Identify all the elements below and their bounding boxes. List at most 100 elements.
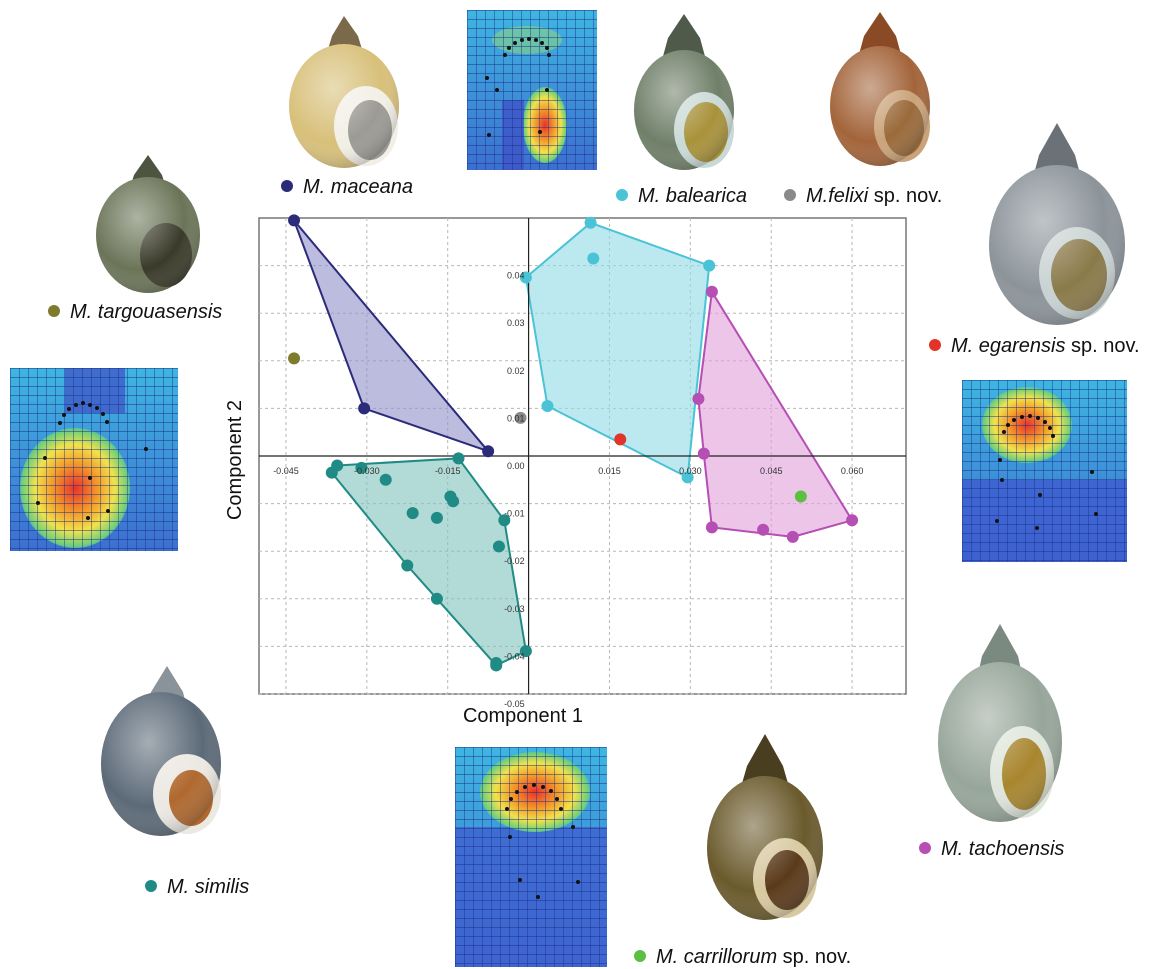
scatter-plot: -0.045 -0.030 -0.015 0.015 0.030 0.045 0.060 0.… [258, 214, 907, 709]
convex-hulls [293, 219, 854, 667]
data-point-7-12 [430, 592, 443, 605]
x-tick-label-6: 0.060 [841, 466, 864, 476]
shell-photo-similis [101, 666, 221, 836]
shell-photo-balearica [634, 14, 734, 170]
y-tick-label-0: 0.04 [507, 271, 525, 281]
y-tick-label-6: -0.02 [504, 556, 525, 566]
x-tick-label-4: 0.030 [679, 466, 702, 476]
legend-marker-maceana [281, 180, 293, 192]
legend-marker-balearica [616, 189, 628, 201]
x-tick-label-5: 0.045 [760, 466, 783, 476]
legend-marker-felixi [784, 189, 796, 201]
tick-labels: -0.045 -0.030 -0.015 0.015 0.030 0.045 0.060 0.… [273, 271, 863, 709]
legend-species-felixi: M.felixi [806, 185, 869, 207]
data-point-5-0 [705, 285, 718, 298]
data-point-5-5 [786, 530, 799, 543]
data-point-3-4 [541, 400, 554, 413]
x-tick-label-1: -0.030 [354, 466, 380, 476]
legend-label-maceana: M. maceana [303, 176, 413, 198]
y-tick-label-5: -0.01 [504, 509, 525, 519]
legend-species-tachoensis: M. tachoensis [941, 838, 1064, 860]
data-point-7-1 [331, 459, 344, 472]
y-axis-label: Component 2 [224, 400, 246, 520]
data-point-1-0 [288, 352, 301, 365]
y-tick-label-7: -0.03 [504, 604, 525, 614]
data-point-3-3 [703, 259, 716, 272]
data-point-7-15 [519, 645, 532, 658]
deformation-grid-bottom [455, 747, 607, 967]
data-point-3-2 [519, 271, 532, 284]
data-point-3-1 [587, 252, 600, 265]
shell-photo-tachoensis [938, 624, 1062, 822]
deformation-grid-top [467, 10, 597, 170]
data-point-3-0 [584, 216, 597, 229]
legend-marker-egarensis [929, 339, 941, 351]
data-point-7-9 [498, 514, 511, 527]
shell-photo-carrillorum [707, 734, 823, 920]
shell-photo-maceana [289, 16, 399, 168]
legend-label-felixi: M.felixi sp. nov. [806, 185, 942, 207]
data-point-3-5 [681, 471, 694, 484]
x-tick-label-0: -0.045 [273, 466, 299, 476]
legend: M. maceana M. balearica M.felixi sp. nov.M… [48, 176, 1140, 968]
data-point-5-3 [705, 521, 718, 534]
deformation-grid-left [10, 368, 178, 551]
y-tick-label-1: 0.03 [507, 318, 525, 328]
data-point-2-0 [514, 411, 527, 424]
data-point-7-2 [355, 461, 368, 474]
legend-suffix-egarensis: sp. nov. [1066, 335, 1140, 357]
hull-3 [524, 221, 711, 479]
shell-photo-felixi [830, 12, 930, 166]
data-point-7-14 [490, 657, 503, 670]
data-point-7-10 [492, 540, 505, 553]
legend-label-balearica: M. balearica [638, 185, 747, 207]
deformation-grid-right [962, 380, 1127, 562]
x-tick-label-3: 0.015 [598, 466, 621, 476]
data-point-0-0 [288, 214, 301, 227]
x-axis-label: Component 1 [463, 705, 583, 727]
legend-species-targouasensis: M. targouasensis [70, 301, 222, 323]
hull-0 [293, 219, 490, 453]
y-tick-label-3: 0.01 [507, 413, 525, 423]
legend-label-targouasensis: M. targouasensis [70, 301, 222, 323]
data-point-5-4 [757, 523, 770, 536]
legend-label-similis: M. similis [167, 876, 249, 898]
legend-suffix-felixi: sp. nov. [868, 185, 942, 207]
legend-species-balearica: M. balearica [638, 185, 747, 207]
data-point-5-6 [846, 514, 859, 527]
shell-photo-targouasensis [96, 155, 200, 293]
y-tick-label-2: 0.02 [507, 366, 525, 376]
data-point-5-1 [692, 392, 705, 405]
legend-marker-carrillorum [634, 950, 646, 962]
shell-photo-egarensis [989, 123, 1125, 325]
legend-species-maceana: M. maceana [303, 176, 413, 198]
y-tick-label-9: -0.05 [504, 699, 525, 709]
legend-marker-similis [145, 880, 157, 892]
legend-species-egarensis: M. egarensis [951, 335, 1066, 357]
y-tick-label-8: -0.04 [504, 651, 525, 661]
data-point-0-2 [482, 445, 495, 458]
data-point-5-2 [697, 447, 710, 460]
legend-marker-targouasensis [48, 305, 60, 317]
data-point-7-6 [447, 495, 460, 508]
data-point-6-0 [794, 490, 807, 503]
legend-marker-tachoensis [919, 842, 931, 854]
data-point-7-8 [430, 511, 443, 524]
legend-label-carrillorum: M. carrillorum sp. nov. [656, 946, 851, 968]
data-point-7-7 [406, 507, 419, 520]
data-point-7-3 [379, 473, 392, 486]
data-point-4-0 [614, 433, 627, 446]
legend-species-carrillorum: M. carrillorum [656, 946, 777, 968]
data-point-7-11 [401, 559, 414, 572]
legend-label-tachoensis: M. tachoensis [941, 838, 1064, 860]
data-point-0-1 [358, 402, 371, 415]
data-point-7-4 [452, 452, 465, 465]
x-tick-label-2: -0.015 [435, 466, 461, 476]
data-points [288, 214, 859, 672]
zero-axes [259, 218, 906, 694]
legend-suffix-carrillorum: sp. nov. [777, 946, 851, 968]
legend-label-egarensis: M. egarensis sp. nov. [951, 335, 1140, 357]
legend-species-similis: M. similis [167, 876, 249, 898]
y-tick-label-4: 0.00 [507, 461, 525, 471]
